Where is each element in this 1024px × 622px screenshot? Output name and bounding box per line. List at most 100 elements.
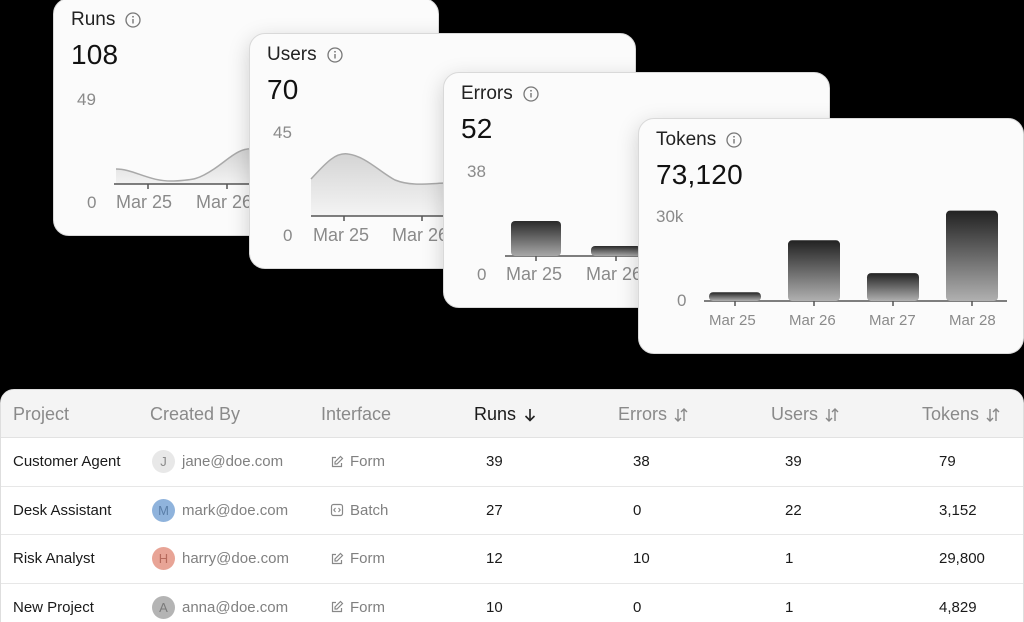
runs-x-label-1: Mar 26 — [196, 192, 253, 212]
runs-line — [115, 148, 255, 182]
col-errors[interactable]: Errors — [618, 404, 689, 425]
avatar: M — [152, 498, 175, 522]
col-runs[interactable]: Runs — [474, 404, 538, 425]
runs-y-min: 0 — [87, 193, 97, 212]
edit-icon — [331, 600, 344, 613]
creator-email: harry@doe.com — [182, 550, 289, 567]
interface-cell: Form — [330, 550, 385, 567]
errors-card-header: Errors — [461, 83, 539, 105]
project-name[interactable]: New Project — [13, 598, 94, 616]
info-icon[interactable] — [125, 12, 142, 28]
edit-icon — [331, 455, 344, 467]
tokens-bar-3[interactable] — [946, 210, 998, 301]
interface-label: Batch — [350, 501, 389, 519]
col-users[interactable]: Users — [771, 404, 840, 425]
users-cell: 1 — [785, 550, 794, 567]
avatar: J — [152, 450, 175, 473]
users-y-min: 0 — [283, 226, 293, 245]
errors-x-label-0: Mar 25 — [506, 264, 563, 284]
tokens-x-label-3: Mar 28 — [949, 312, 996, 329]
tokens-cell: 29,800 — [939, 550, 985, 567]
users-value: 70 — [267, 74, 299, 105]
project-name[interactable]: Risk Analyst — [13, 550, 95, 567]
project-name[interactable]: Customer Agent — [13, 453, 121, 470]
runs-area-chart — [114, 148, 255, 189]
errors-cell: 0 — [633, 598, 642, 616]
sort-icon — [674, 407, 688, 422]
interface-cell: Form — [330, 453, 385, 470]
runs-value: 108 — [71, 39, 119, 70]
col-created-by[interactable]: Created By — [150, 404, 241, 424]
runs-x-label-0: Mar 25 — [116, 192, 173, 212]
tokens-bar-0[interactable] — [709, 292, 761, 301]
tokens-x-label-2: Mar 27 — [869, 312, 916, 329]
interface-cell: Batch — [330, 502, 388, 519]
info-icon[interactable] — [326, 47, 343, 63]
users-line — [310, 153, 446, 185]
info-icon[interactable] — [726, 132, 742, 148]
avatar: A — [152, 595, 175, 619]
tokens-value: 73,120 — [656, 159, 743, 190]
project-name[interactable]: Desk Assistant — [13, 501, 112, 519]
tokens-cell: 79 — [939, 453, 956, 470]
errors-y-min: 0 — [477, 265, 487, 284]
tokens-cell: 3,152 — [939, 501, 977, 519]
projects-table: Project Created By Interface Runs Errors… — [0, 389, 1024, 622]
errors-title: Errors — [461, 83, 513, 104]
edit-icon — [331, 552, 344, 564]
users-x-label-0: Mar 25 — [313, 225, 370, 245]
errors-bar-0[interactable] — [511, 221, 561, 256]
tokens-x-label-1: Mar 26 — [789, 312, 836, 329]
creator-email: mark@doe.com — [182, 501, 289, 519]
tokens-cell: 4,829 — [939, 598, 977, 616]
users-area — [311, 153, 445, 216]
tokens-bar-1[interactable] — [788, 240, 840, 301]
errors-x-label-1: Mar 26 — [586, 264, 643, 284]
info-icon[interactable] — [523, 86, 539, 102]
errors-cell: 38 — [633, 453, 650, 470]
tokens-y-min: 0 — [677, 291, 687, 310]
users-x-label-1: Mar 26 — [392, 225, 449, 245]
runs-cell: 10 — [486, 598, 503, 616]
users-area-chart — [310, 153, 446, 221]
tokens-title: Tokens — [656, 129, 717, 150]
users-cell: 1 — [785, 598, 794, 616]
users-card-header: Users — [267, 44, 343, 66]
sort-icon — [986, 407, 1000, 422]
users-y-max: 45 — [273, 123, 292, 142]
creator-email: jane@doe.com — [182, 453, 284, 470]
users-title: Users — [267, 44, 317, 65]
runs-cell: 39 — [486, 453, 503, 470]
code-icon — [330, 503, 344, 517]
errors-y-max: 38 — [467, 162, 486, 181]
interface-label: Form — [350, 598, 385, 616]
runs-cell: 27 — [486, 501, 503, 519]
errors-cell: 0 — [633, 501, 642, 519]
errors-bar-1[interactable] — [591, 246, 641, 256]
interface-label: Form — [350, 550, 385, 567]
users-cell: 22 — [785, 501, 802, 519]
interface-cell: Form — [330, 599, 385, 616]
col-project[interactable]: Project — [13, 404, 70, 424]
runs-cell: 12 — [486, 550, 503, 567]
errors-bar-chart — [505, 221, 644, 261]
table-header: Project Created By Interface Runs Errors… — [1, 390, 1023, 438]
tokens-card[interactable]: Tokens 73,120 30k 0 Mar 25 Mar 26 Mar 27… — [638, 118, 1024, 354]
tokens-bar-2[interactable] — [867, 273, 919, 301]
arrow-down-icon — [524, 408, 536, 422]
tokens-card-header: Tokens — [656, 129, 742, 151]
runs-area — [116, 148, 254, 184]
col-tokens[interactable]: Tokens — [922, 404, 1001, 425]
avatar: H — [152, 547, 175, 570]
runs-y-max: 49 — [77, 90, 96, 109]
sort-icon — [825, 407, 839, 422]
col-interface[interactable]: Interface — [321, 404, 392, 424]
